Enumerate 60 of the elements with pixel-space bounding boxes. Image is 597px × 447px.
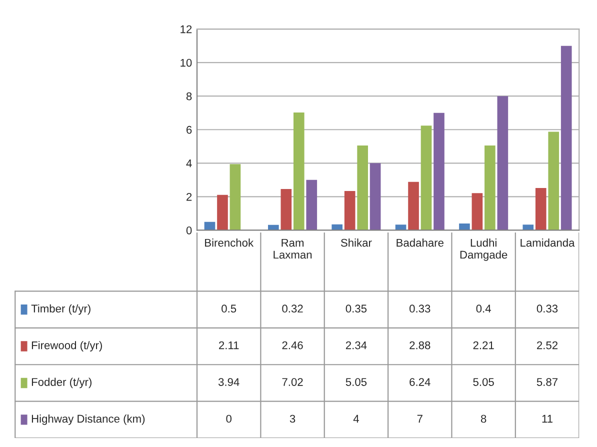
- x-tick-label: Birenchok: [205, 238, 254, 247]
- bar: [306, 180, 318, 230]
- data-label: 2.88: [410, 341, 430, 350]
- bar: [535, 188, 546, 230]
- data-label: 2.46: [282, 341, 303, 350]
- x-tick-label: Ram Laxman: [274, 238, 312, 259]
- legend-label: Firewood (t/yr): [32, 341, 102, 352]
- y-tick-label: 2: [186, 192, 192, 201]
- data-label: 0.33: [536, 304, 558, 313]
- data-label: 2.21: [473, 341, 494, 350]
- bar: [370, 163, 381, 230]
- data-label: 0.32: [282, 304, 303, 313]
- bar: [280, 188, 292, 230]
- data-label: 0.35: [346, 304, 367, 313]
- bar: [434, 112, 444, 230]
- data-label: 0.5: [222, 304, 236, 313]
- y-tick-label: 12: [180, 25, 192, 34]
- data-label: 0.4: [476, 304, 491, 313]
- bar: [497, 96, 508, 230]
- y-tick-label: 8: [186, 92, 192, 100]
- data-label: 2.52: [536, 341, 558, 350]
- bar: [472, 193, 483, 230]
- bar: [408, 182, 419, 230]
- data-label: 2.34: [346, 341, 367, 350]
- bar: [522, 224, 534, 230]
- data-label: 7: [417, 414, 422, 423]
- data-label: 3.94: [218, 378, 240, 386]
- data-label: 5.05: [473, 378, 494, 386]
- y-tick-label: 0: [186, 226, 192, 234]
- x-tick-label: Shikar: [340, 238, 372, 247]
- legend-label: Highway Distance (km): [32, 414, 145, 425]
- y-tick-label: 10: [180, 58, 192, 67]
- bar: [293, 112, 304, 230]
- bar: [344, 190, 356, 230]
- x-tick-label: Lamidanda: [520, 238, 575, 247]
- data-label: 11: [542, 414, 552, 423]
- bar: [230, 164, 241, 230]
- x-tick-label: Badahare: [396, 238, 444, 247]
- bar: [459, 224, 470, 230]
- data-label: 0: [226, 414, 232, 423]
- bar: [548, 132, 560, 230]
- legend-label: Timber (t/yr): [31, 304, 90, 315]
- bar: [217, 194, 228, 230]
- data-label: 3: [290, 414, 296, 423]
- data-label: 6.24: [410, 378, 430, 386]
- bar: [420, 126, 432, 230]
- legend-label: Fodder (t/yr): [32, 378, 92, 388]
- data-label: 8: [480, 414, 486, 423]
- data-label: 0.33: [410, 304, 430, 313]
- data-label: 5.87: [536, 378, 558, 386]
- bar: [357, 146, 368, 230]
- bar: [560, 46, 572, 230]
- bar: [484, 146, 496, 230]
- data-label: 7.02: [282, 378, 303, 386]
- data-label: 5.05: [346, 378, 367, 386]
- x-tick-label: Ludhi Damgade: [460, 238, 508, 261]
- data-label: 4: [353, 414, 359, 423]
- y-tick-label: 4: [186, 160, 192, 168]
- y-tick-label: 6: [186, 126, 192, 134]
- data-label: 2.11: [219, 341, 239, 350]
